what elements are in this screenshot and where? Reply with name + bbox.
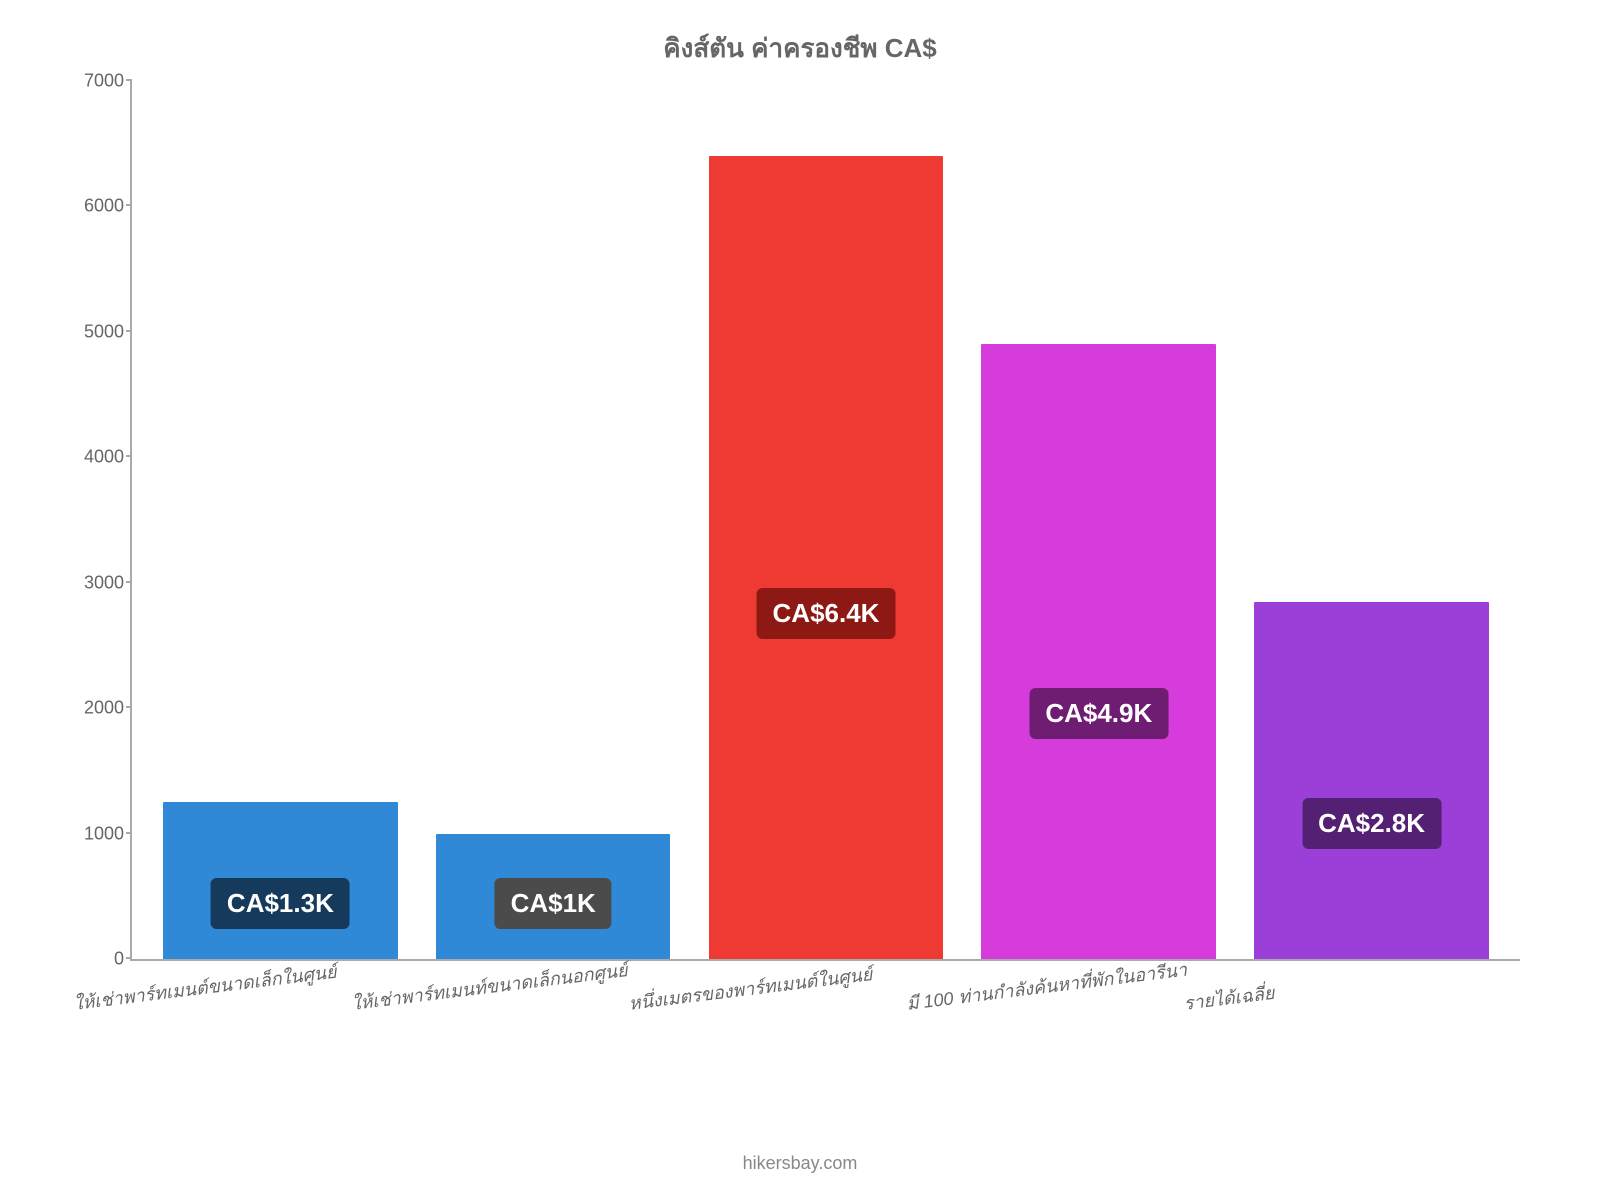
- bar-slot: CA$2.8K: [1235, 81, 1508, 959]
- bar: CA$1K: [436, 834, 671, 959]
- bar: CA$2.8K: [1254, 602, 1489, 959]
- bar-slot: CA$1.3K: [144, 81, 417, 959]
- bar: CA$1.3K: [163, 802, 398, 959]
- attribution-text: hikersbay.com: [0, 1153, 1600, 1174]
- y-tick-label: 6000: [64, 196, 124, 217]
- y-tick-mark: [126, 330, 132, 332]
- y-tick-mark: [126, 581, 132, 583]
- y-tick-mark: [126, 204, 132, 206]
- bar-value-badge: CA$4.9K: [1029, 688, 1168, 739]
- y-tick-mark: [126, 957, 132, 959]
- y-tick-label: 4000: [64, 447, 124, 468]
- chart-container: คิงส์ตัน ค่าครองชีพ CA$ CA$1.3K CA$1K CA$6…: [0, 0, 1600, 1200]
- bar: CA$6.4K: [709, 156, 944, 959]
- x-label-slot: รายได้เฉลี่ย: [1242, 965, 1520, 1045]
- y-tick-label: 7000: [64, 71, 124, 92]
- bars-container: CA$1.3K CA$1K CA$6.4K CA$4.9K CA$2.8K: [132, 81, 1520, 959]
- y-tick-mark: [126, 832, 132, 834]
- x-labels-container: ให้เช่าพาร์ทเมนต์ขนาดเล็กในศูนย์ให้เช่าพ…: [132, 965, 1520, 1045]
- bar-value-badge: CA$1K: [495, 878, 612, 929]
- y-tick-mark: [126, 79, 132, 81]
- y-tick-label: 1000: [64, 823, 124, 844]
- bar-value-badge: CA$6.4K: [757, 588, 896, 639]
- plot-area: CA$1.3KCA$1KCA$6.4KCA$4.9KCA$2.8K ให้เช่…: [130, 81, 1520, 961]
- bar-value-badge: CA$2.8K: [1302, 798, 1441, 849]
- bar-slot: CA$4.9K: [962, 81, 1235, 959]
- y-tick-mark: [126, 455, 132, 457]
- y-tick-label: 2000: [64, 698, 124, 719]
- bar-slot: CA$6.4K: [690, 81, 963, 959]
- y-tick-label: 3000: [64, 572, 124, 593]
- y-tick-label: 5000: [64, 321, 124, 342]
- bar: CA$4.9K: [981, 344, 1216, 959]
- chart-title: คิงส์ตัน ค่าครองชีพ CA$: [60, 28, 1540, 69]
- bar-value-badge: CA$1.3K: [211, 878, 350, 929]
- y-tick-mark: [126, 706, 132, 708]
- y-tick-label: 0: [64, 949, 124, 970]
- bar-slot: CA$1K: [417, 81, 690, 959]
